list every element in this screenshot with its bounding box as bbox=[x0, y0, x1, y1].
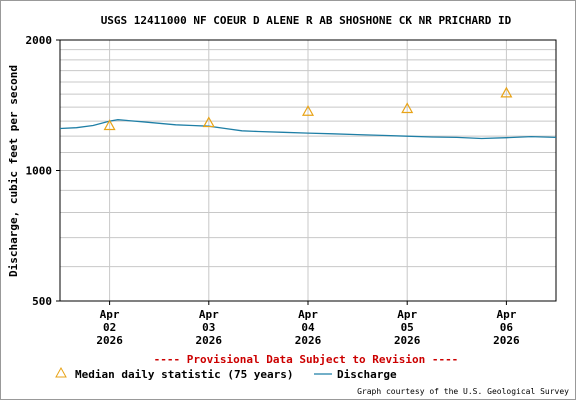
median-marker bbox=[301, 104, 315, 116]
y-axis-label: Discharge, cubic feet per second bbox=[7, 65, 20, 277]
discharge-line bbox=[59, 119, 557, 140]
x-tick-label: Apr bbox=[298, 308, 318, 321]
y-tick-label: 2000 bbox=[26, 34, 53, 47]
legend-discharge-label: Discharge bbox=[337, 368, 397, 381]
chart-title: USGS 12411000 NF COEUR D ALENE R AB SHOS… bbox=[101, 14, 512, 27]
median-marker bbox=[202, 116, 215, 128]
x-tick-label: Apr bbox=[100, 308, 120, 321]
x-tick-label: 2026 bbox=[196, 334, 223, 347]
legend: Median daily statistic (75 years) Discha… bbox=[55, 366, 397, 381]
x-tick-label: 06 bbox=[500, 321, 514, 334]
grid-layer bbox=[60, 40, 556, 301]
x-tick-label: 2026 bbox=[493, 334, 520, 347]
x-tick-label: Apr bbox=[496, 308, 516, 321]
x-tick-label: 2026 bbox=[394, 334, 421, 347]
usgs-credit: Graph courtesy of the U.S. Geological Su… bbox=[357, 387, 569, 396]
x-tick-label: 2026 bbox=[295, 334, 322, 347]
provisional-notice: ---- Provisional Data Subject to Revisio… bbox=[154, 353, 459, 366]
x-tick-labels: Apr022026Apr032026Apr042026Apr052026Apr0… bbox=[96, 301, 520, 347]
median-marker bbox=[401, 102, 414, 114]
x-tick-label: 02 bbox=[103, 321, 116, 334]
x-tick-label: 05 bbox=[401, 321, 414, 334]
triangle-marker-icon bbox=[55, 366, 67, 378]
x-tick-label: 03 bbox=[202, 321, 215, 334]
median-marker bbox=[103, 119, 116, 131]
y-tick-label: 500 bbox=[32, 295, 52, 308]
x-tick-label: 04 bbox=[301, 321, 315, 334]
x-tick-label: Apr bbox=[199, 308, 219, 321]
y-tick-label: 1000 bbox=[26, 165, 53, 178]
legend-median-label: Median daily statistic (75 years) bbox=[75, 368, 294, 381]
y-tick-labels: 500 1000 2000 bbox=[26, 34, 60, 308]
median-marker bbox=[500, 86, 513, 98]
x-tick-label: 2026 bbox=[96, 334, 123, 347]
x-tick-label: Apr bbox=[397, 308, 417, 321]
series-layer bbox=[59, 86, 557, 140]
